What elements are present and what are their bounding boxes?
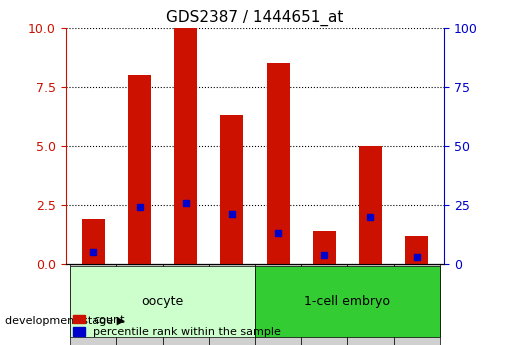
Bar xyxy=(267,63,290,264)
Bar xyxy=(163,264,209,345)
Bar xyxy=(255,264,301,345)
Text: 1-cell embryo: 1-cell embryo xyxy=(305,295,390,308)
Bar xyxy=(174,28,197,264)
Bar xyxy=(405,236,428,264)
Bar xyxy=(220,115,243,264)
Bar xyxy=(82,219,105,264)
FancyBboxPatch shape xyxy=(70,266,255,337)
Bar xyxy=(117,264,163,345)
Bar xyxy=(209,264,255,345)
Bar xyxy=(313,231,336,264)
Legend: count, percentile rank within the sample: count, percentile rank within the sample xyxy=(71,313,283,339)
Bar xyxy=(70,264,117,345)
Bar xyxy=(301,264,347,345)
Text: development stage ▶: development stage ▶ xyxy=(5,316,125,326)
Title: GDS2387 / 1444651_at: GDS2387 / 1444651_at xyxy=(166,10,344,26)
FancyBboxPatch shape xyxy=(255,266,440,337)
Bar xyxy=(128,75,151,264)
Bar xyxy=(347,264,393,345)
Bar xyxy=(359,146,382,264)
Bar xyxy=(393,264,440,345)
Text: oocyte: oocyte xyxy=(141,295,184,308)
